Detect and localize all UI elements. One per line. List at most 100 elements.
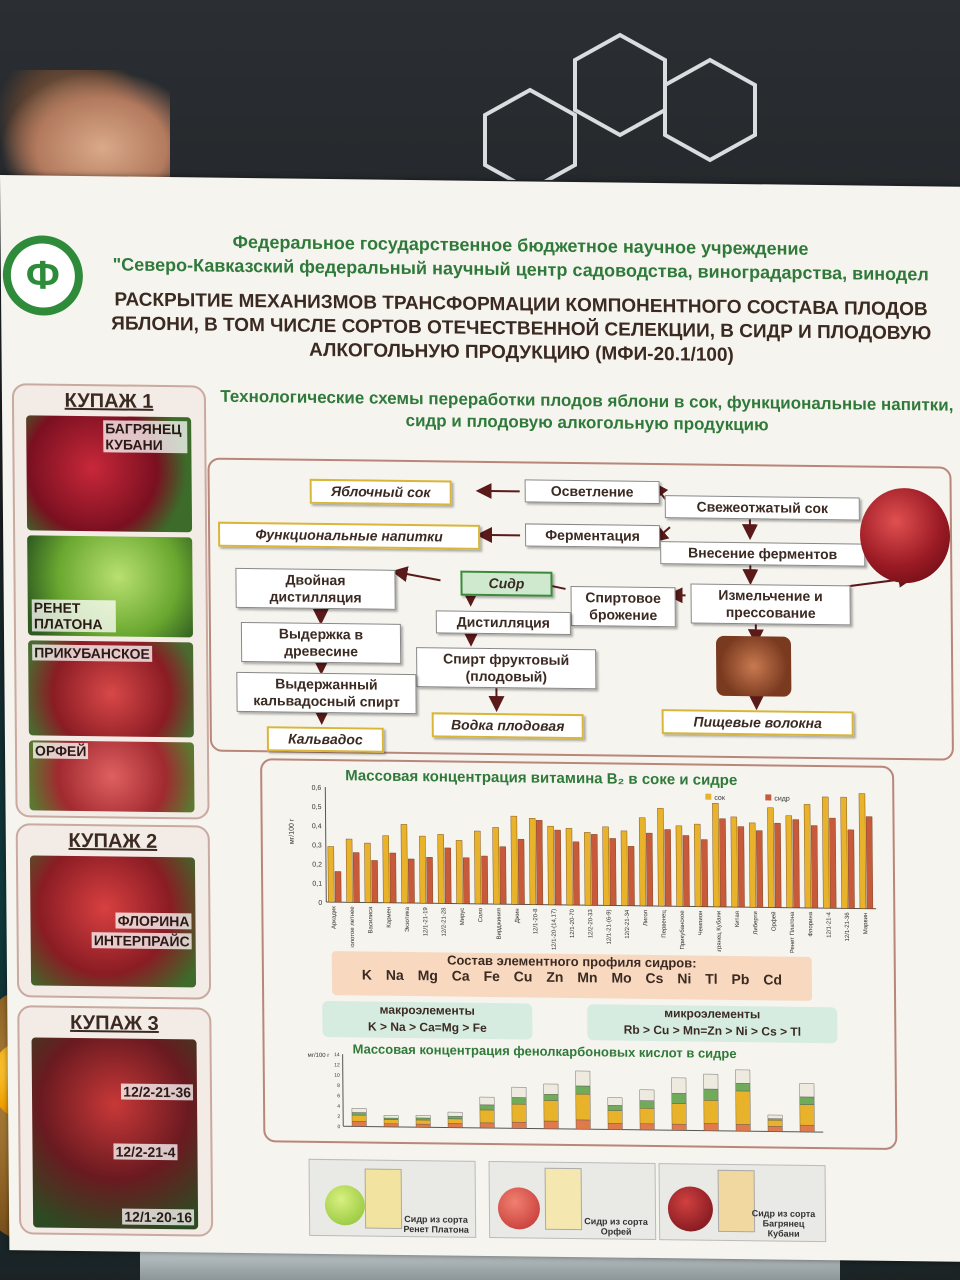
- bar-сок: [419, 835, 427, 904]
- x-tick-label: Марвин: [863, 913, 869, 935]
- stacked-bar-segment: [543, 1094, 559, 1101]
- stacked-bar-segment: [415, 1115, 431, 1119]
- flow-aged-calvados-spirit: Выдержанный кальвадосный спирт: [236, 671, 417, 715]
- y-tick-label: 0: [337, 1124, 340, 1130]
- bar-сок: [400, 824, 408, 904]
- kupazh-3-panel: КУПАЖ 3 12/2-21-36 12/2-21-4 12/1-20-16: [17, 1005, 214, 1237]
- flow-enzymes: Внесение ферментов: [660, 541, 866, 567]
- cider-photo-renet: Сидр из сорта Ренет Платона: [308, 1158, 477, 1238]
- element-profile-box: Состав элементного профиля сидров: K Na …: [331, 951, 813, 1001]
- x-tick-label: Прикубанское: [680, 910, 686, 950]
- stacked-bar-segment: [703, 1073, 719, 1090]
- x-tick-label: Китая: [735, 911, 741, 927]
- stacked-bar-segment: [639, 1089, 655, 1101]
- bar-сидр: [334, 871, 342, 903]
- bar-сидр: [609, 838, 617, 906]
- bar-сок: [785, 815, 793, 908]
- bar-сок: [437, 834, 445, 904]
- stacked-bar-segment: [703, 1088, 719, 1101]
- x-tick-label: 12/1-21-19: [423, 907, 429, 937]
- flow-calvados: Кальвадос: [266, 726, 384, 753]
- x-tick-label: Мирус: [460, 908, 466, 926]
- institute-logo: Ф: [2, 235, 84, 317]
- y-tick-label: 12: [334, 1062, 340, 1068]
- y-axis: [324, 786, 327, 903]
- bar-сок: [474, 830, 482, 905]
- cider-glass: [364, 1168, 403, 1229]
- bar-сок: [455, 840, 463, 904]
- y-tick-label: 0,5: [312, 804, 322, 811]
- bar-сидр: [792, 819, 800, 909]
- microelements-box: микроэлементы Rb > Cu > Mn=Zn > Ni > Cs …: [587, 1004, 838, 1044]
- flow-double-distillation: Двойная дистилляция: [235, 567, 396, 610]
- stacked-bar-segment: [543, 1083, 559, 1095]
- y-tick-label: 0,1: [312, 881, 322, 888]
- pomace-photo: [715, 635, 792, 697]
- variety-label: ОРФЕЙ: [32, 742, 89, 760]
- flow-distillation: Дистилляция: [435, 610, 571, 635]
- apple-photo-orfey: ОРФЕЙ: [28, 740, 195, 813]
- bar-сидр: [591, 834, 599, 906]
- macroelements-box: макроэлементы K > Na > Ca=Mg > Fe: [322, 1000, 533, 1040]
- vitamin-b2-chart: 0 0,1 0,2 0,3 0,4 0,5 0,6 мг/100 г сок сидр Аркади…: [289, 785, 877, 954]
- y-tick-label: 0,4: [312, 823, 322, 830]
- bar-сидр: [371, 860, 379, 903]
- variety-label: 12/2-21-36: [121, 1083, 194, 1101]
- bar-сидр: [719, 818, 727, 908]
- x-tick-label: Чемпион: [698, 911, 704, 936]
- stacked-bar-segment: [447, 1111, 463, 1117]
- stacked-bar-segment: [351, 1114, 367, 1122]
- stacked-bar-segment: [479, 1104, 495, 1111]
- flow-functional-drinks: Функциональные напитки: [217, 521, 481, 550]
- bar-сидр: [517, 838, 525, 905]
- flow-alcohol-fermentation: Спиртовое брожение: [570, 585, 676, 628]
- stacked-bar-segment: [543, 1120, 559, 1130]
- bar-сидр: [426, 857, 434, 904]
- stacked-bar-segment: [735, 1124, 751, 1132]
- x-tick-label: Золотое летнее: [350, 906, 356, 951]
- red-apple: [497, 1187, 541, 1230]
- x-tick-label: Вирджиния: [496, 908, 502, 939]
- y-axis: [342, 1054, 344, 1127]
- stacked-bar-segment: [351, 1108, 367, 1113]
- stacked-bar-segment: [639, 1108, 655, 1125]
- stacked-bar-segment: [447, 1118, 463, 1124]
- bar-сок: [803, 804, 812, 909]
- apple-photo-prikubanskoe: ПРИКУБАНСКОЕ: [28, 640, 194, 738]
- bar-сидр: [481, 855, 489, 905]
- x-tick-label: 12/1-20-70: [570, 908, 576, 938]
- apple-photo-kupazh-2: ФЛОРИНА ИНТЕРПРАЙС: [29, 855, 197, 988]
- cider-glass: [544, 1167, 583, 1231]
- cider-label: Сидр из сорта Орфей: [584, 1216, 648, 1237]
- poster: Ф Федеральное государственное бюджетное …: [0, 175, 960, 1262]
- bar-сидр: [535, 820, 544, 905]
- stacked-bar-segment: [575, 1119, 591, 1130]
- stacked-bar-segment: [735, 1090, 751, 1125]
- flow-apple-juice: Яблочный сок: [309, 478, 452, 506]
- bar-сок: [840, 796, 848, 909]
- bar-сидр: [499, 846, 507, 905]
- dark-red-apple: [667, 1186, 714, 1232]
- stacked-bar-segment: [575, 1093, 591, 1121]
- flow-fermentation: Ферментация: [524, 523, 661, 549]
- bar-сидр: [682, 835, 690, 907]
- green-apple: [324, 1185, 366, 1226]
- bar-сидр: [572, 841, 580, 906]
- stacked-bar-segment: [447, 1123, 463, 1128]
- bar-сидр: [829, 817, 837, 909]
- variety-label: 12/2-21-4: [113, 1143, 178, 1161]
- stacked-bar-segment: [575, 1070, 591, 1087]
- bar-сидр: [646, 832, 654, 907]
- bar-сок: [565, 828, 573, 906]
- flow-fruit-spirit: Спирт фруктовый (плодовый): [416, 647, 597, 690]
- process-flow-diagram: Яблочный сок Осветление Свежеотжатый сок…: [207, 457, 954, 761]
- x-tick-label: Василиса: [368, 906, 374, 934]
- y-tick-label: 10: [334, 1073, 340, 1079]
- stacked-bar-segment: [799, 1083, 815, 1098]
- flow-dietary-fiber: Пищевые волокна: [661, 709, 854, 737]
- bar-сидр: [627, 846, 635, 906]
- stacked-bar-segment: [639, 1123, 655, 1131]
- bar-сидр: [774, 822, 782, 908]
- kupazh-2-panel: КУПАЖ 2 ФЛОРИНА ИНТЕРПРАЙС: [15, 823, 212, 1000]
- bar-сок: [749, 822, 757, 908]
